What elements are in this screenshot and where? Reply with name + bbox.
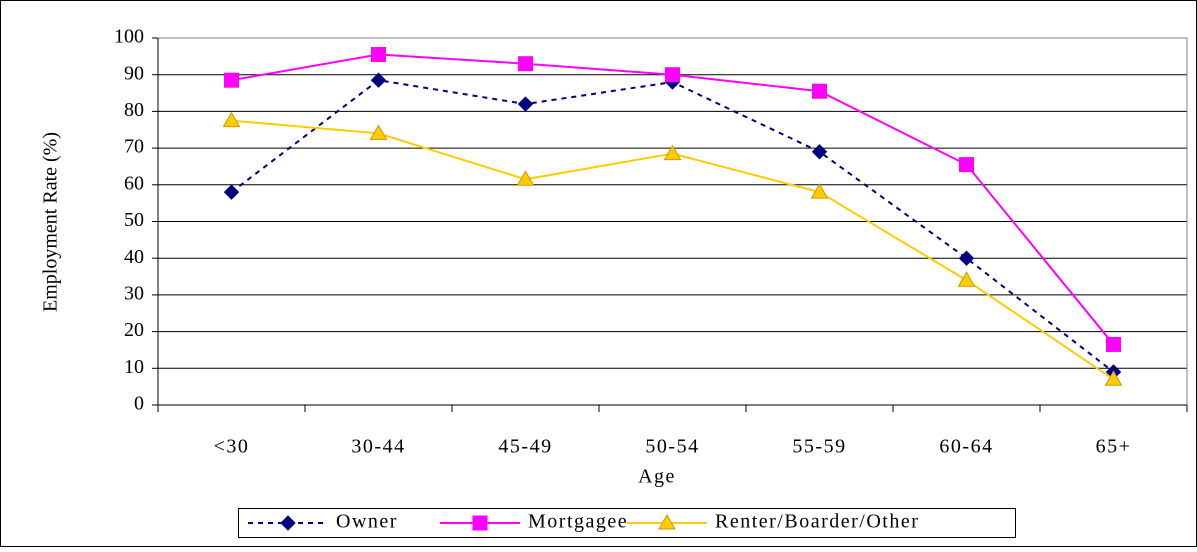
x-tick-label: 30-44 xyxy=(351,436,405,458)
y-tick-label: 90 xyxy=(124,62,144,84)
y-tick-label: 100 xyxy=(114,26,144,48)
y-axis-title: Employment Rate (%) xyxy=(40,132,62,312)
x-axis-title: Age xyxy=(638,466,676,488)
y-tick-label: 30 xyxy=(124,282,144,304)
x-tick-label: <30 xyxy=(214,436,250,458)
marker xyxy=(369,124,388,140)
marker xyxy=(958,250,975,266)
x-tick-label: 45-49 xyxy=(498,436,552,458)
legend-marker xyxy=(658,513,676,530)
y-tick-label: 40 xyxy=(124,246,144,268)
marker xyxy=(810,183,829,199)
x-tick-label: 50-54 xyxy=(645,436,699,458)
marker xyxy=(518,56,533,72)
y-tick-label: 20 xyxy=(124,319,144,341)
y-tick-label: 80 xyxy=(124,99,144,121)
y-tick-label: 70 xyxy=(124,136,144,158)
x-tick-label: 65+ xyxy=(1096,436,1132,458)
marker xyxy=(811,144,828,160)
marker xyxy=(516,170,535,186)
marker xyxy=(517,96,534,112)
marker xyxy=(812,83,827,99)
y-tick-label: 50 xyxy=(124,209,144,231)
marker xyxy=(371,47,386,63)
marker xyxy=(223,184,240,200)
marker xyxy=(957,271,976,287)
marker xyxy=(663,144,682,161)
legend-label: Mortgagee xyxy=(528,511,628,533)
y-tick-label: 0 xyxy=(134,393,144,415)
marker xyxy=(224,72,239,88)
legend-marker xyxy=(280,515,296,531)
legend-marker xyxy=(472,515,488,531)
y-tick-label: 10 xyxy=(124,356,144,378)
marker xyxy=(1106,336,1121,352)
marker xyxy=(959,157,974,173)
marker xyxy=(370,72,387,88)
legend-label: Renter/Boarder/Other xyxy=(715,511,919,533)
marker xyxy=(665,67,680,83)
x-tick-label: 55-59 xyxy=(792,436,846,458)
marker xyxy=(222,111,241,128)
y-tick-label: 60 xyxy=(124,172,144,194)
marker xyxy=(1104,370,1123,386)
x-tick-label: 60-64 xyxy=(939,436,993,458)
legend-label: Owner xyxy=(336,511,398,533)
